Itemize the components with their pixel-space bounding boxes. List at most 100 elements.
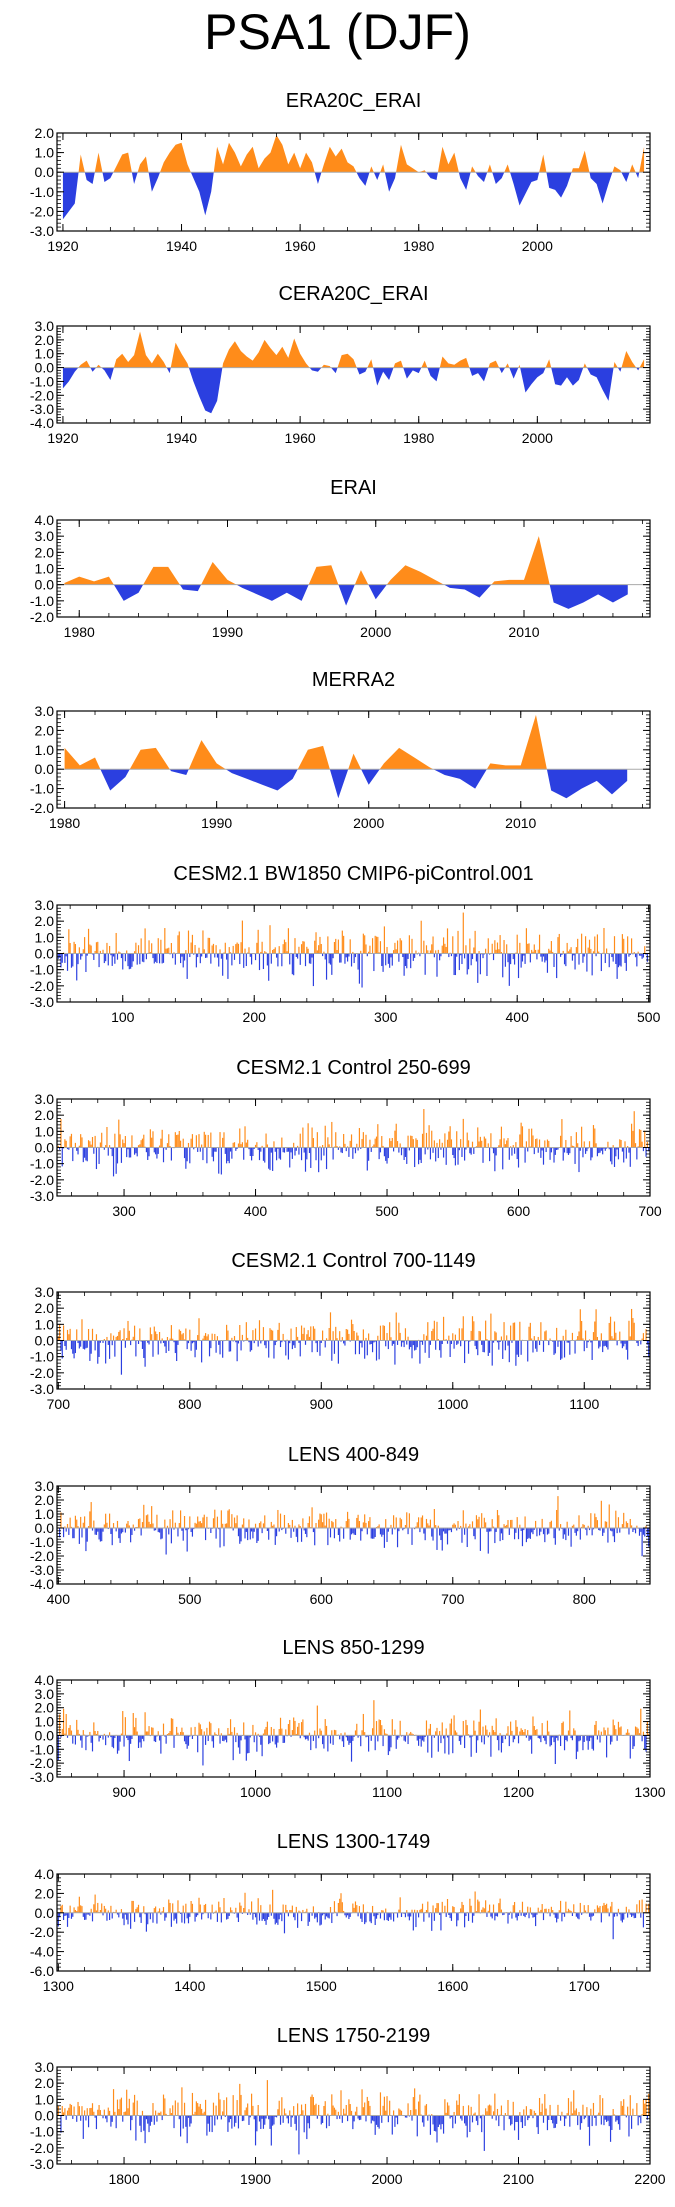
negative-bar [66, 953, 69, 971]
negative-bar [132, 953, 134, 962]
negative-bar [294, 1912, 296, 1921]
positive-bar [569, 949, 571, 954]
negative-bar [220, 1912, 222, 1923]
positive-bar [573, 1904, 575, 1913]
positive-bar [252, 1724, 254, 1736]
negative-bar [251, 953, 253, 965]
x-tick-label: 300 [374, 1009, 398, 1025]
negative-bar [304, 1340, 307, 1345]
negative-bar [110, 1528, 112, 1534]
positive-bar [456, 1131, 458, 1148]
positive-bar [345, 1521, 347, 1528]
negative-bar [275, 1912, 278, 1923]
positive-bar [475, 1146, 478, 1148]
positive-bar [182, 1732, 184, 1736]
positive-bar [314, 1328, 316, 1341]
plot-area [57, 2080, 650, 2155]
positive-bar [135, 1908, 137, 1913]
negative-bar [331, 1912, 333, 1924]
positive-bar [291, 1905, 293, 1913]
positive-bar [535, 1729, 537, 1736]
negative-bar [527, 2115, 529, 2121]
negative-bar [319, 1912, 321, 1926]
positive-bar [386, 1733, 388, 1736]
positive-bar [312, 1138, 314, 1148]
positive-bar [474, 1730, 476, 1736]
negative-bar [107, 1147, 109, 1156]
negative-bar [237, 1735, 240, 1748]
positive-bar [462, 1904, 464, 1913]
negative-bar [103, 1147, 105, 1150]
positive-bar [645, 2099, 647, 2116]
y-tick-label: -3.0 [30, 2156, 54, 2172]
negative-bar [527, 1528, 529, 1539]
negative-bar [561, 953, 563, 955]
positive-bar [479, 1709, 481, 1736]
positive-bar [90, 945, 92, 954]
positive-bar [277, 1509, 279, 1528]
negative-bar [348, 1147, 350, 1157]
negative-bar [533, 1528, 535, 1530]
positive-bar [625, 1521, 627, 1528]
positive-bar [548, 948, 550, 954]
negative-bar [394, 1528, 396, 1530]
positive-bar [341, 1902, 343, 1913]
positive-bar [78, 1145, 80, 1148]
negative-bar [65, 1912, 67, 1916]
positive-bar [490, 2105, 492, 2116]
negative-bar [615, 1912, 617, 1914]
positive-bar [198, 1134, 200, 1148]
positive-bar [318, 945, 320, 954]
negative-bar [343, 1735, 345, 1747]
positive-bar [177, 1900, 179, 1913]
negative-bar [482, 1147, 484, 1163]
negative-bar [173, 2115, 175, 2129]
positive-bar [507, 2099, 509, 2116]
negative-bar [616, 1147, 618, 1150]
negative-bar [147, 1147, 149, 1160]
positive-bar [636, 1727, 638, 1736]
negative-bar [223, 1528, 225, 1547]
negative-bar [231, 953, 233, 966]
negative-bar [178, 2115, 180, 2120]
positive-bar [136, 1731, 138, 1736]
negative-bar [540, 1528, 542, 1532]
negative-bar [323, 1147, 325, 1156]
positive-bar [89, 2108, 91, 2116]
positive-bar [606, 1903, 608, 1913]
positive-bar [641, 1338, 643, 1341]
positive-bar [550, 1906, 552, 1913]
positive-bar [178, 1911, 180, 1913]
negative-bar [602, 1147, 604, 1155]
negative-bar [189, 953, 191, 958]
negative-bar [358, 1340, 361, 1355]
negative-bar [287, 1912, 290, 1917]
negative-bar [112, 1147, 115, 1177]
negative-bar [411, 2115, 413, 2121]
negative-bar [344, 1340, 346, 1346]
positive-bar [458, 2094, 460, 2116]
negative-bar [199, 953, 201, 964]
negative-bar [407, 953, 409, 959]
positive-bar [456, 2100, 458, 2116]
positive-bar [469, 1524, 471, 1528]
positive-bar [541, 1723, 543, 1736]
positive-bar [341, 930, 343, 954]
negative-bar [270, 2115, 272, 2146]
positive-bar [510, 1146, 512, 1148]
negative-bar [294, 1340, 296, 1348]
negative-bar [283, 1147, 286, 1153]
negative-bar [403, 1528, 405, 1530]
negative-bar [320, 2115, 322, 2125]
positive-bar [243, 1722, 245, 1736]
negative-bar [264, 1340, 266, 1346]
positive-bar [285, 1729, 287, 1736]
positive-bar [503, 1138, 505, 1148]
positive-bar [490, 1133, 492, 1148]
x-tick-label: 2000 [522, 430, 553, 446]
positive-bar [621, 2105, 623, 2116]
positive-bar [368, 1521, 370, 1528]
negative-bar [545, 1735, 547, 1745]
negative-bar [91, 1735, 94, 1752]
